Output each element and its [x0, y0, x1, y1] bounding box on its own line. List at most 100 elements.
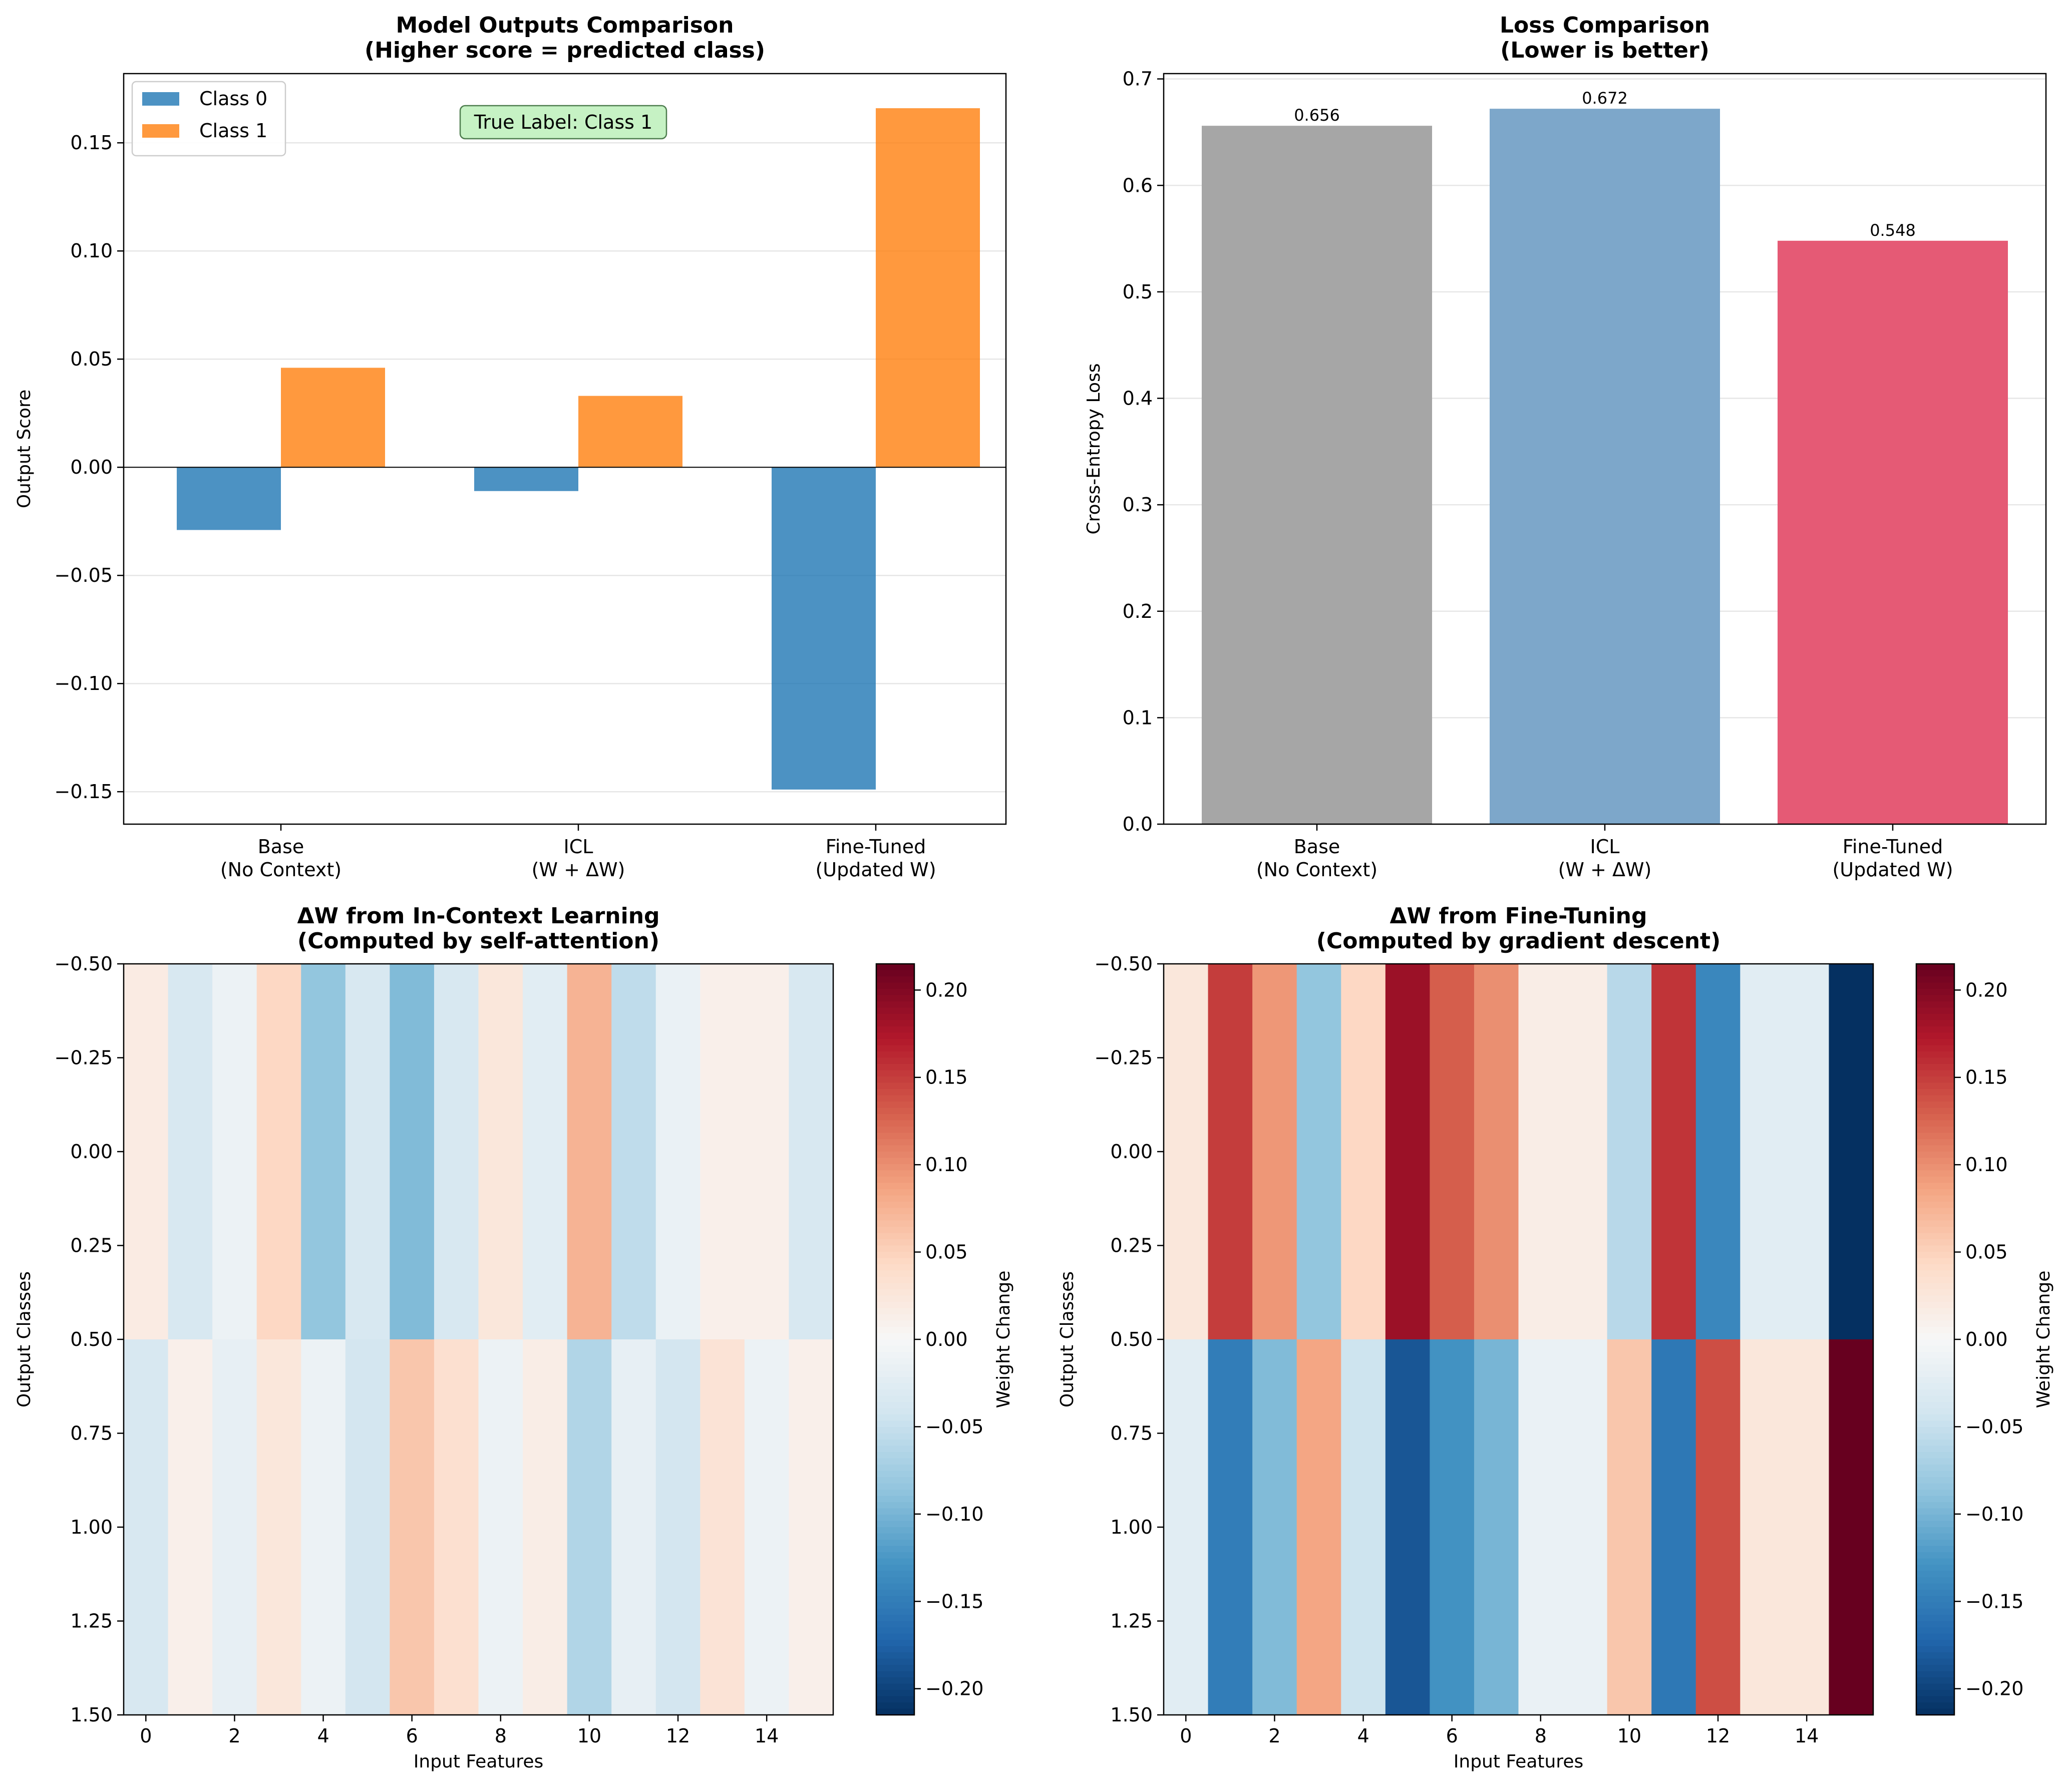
icl-heatmap-colorbar-tick-label: 0.20 — [925, 979, 968, 1001]
finetune-heatmap-ytick-label: 0.25 — [1110, 1235, 1153, 1257]
icl-heatmap-colorbar-segment — [876, 1064, 914, 1071]
icl-heatmap-colorbar-segment — [876, 1395, 914, 1402]
finetune-heatmap-ytick-label: 1.00 — [1110, 1516, 1153, 1538]
icl-heatmap-colorbar-segment — [876, 1552, 914, 1559]
icl-heatmap-ytick-label: 0.00 — [70, 1141, 113, 1163]
icl-heatmap-colorbar-segment — [876, 1277, 914, 1284]
finetune-heatmap-colorbar-segment — [1916, 1402, 1954, 1409]
icl-heatmap-colorbar-segment — [876, 995, 914, 1002]
icl-heatmap-cell — [700, 1339, 745, 1715]
finetune-heatmap-colorbar-segment — [1916, 1552, 1954, 1559]
loss-ytick-label: 0.7 — [1123, 68, 1153, 90]
icl-heatmap-colorbar-segment — [876, 1615, 914, 1622]
finetune-heatmap-colorbar-segment — [1916, 1252, 1954, 1259]
icl-heatmap-xtick-label: 10 — [577, 1725, 601, 1747]
finetune-heatmap-cell — [1430, 1339, 1475, 1715]
icl-heatmap-colorbar-segment — [876, 1007, 914, 1014]
icl-heatmap-colorbar-segment — [876, 1477, 914, 1484]
icl-heatmap-cell — [611, 964, 656, 1340]
icl-heatmap-cell — [124, 964, 169, 1340]
icl-heatmap-cell — [168, 1339, 213, 1715]
icl-heatmap-colorbar-segment — [876, 1108, 914, 1115]
icl-heatmap-colorbar-segment — [876, 989, 914, 996]
finetune-heatmap-colorbar-segment — [1916, 1308, 1954, 1315]
icl-heatmap-colorbar-segment — [876, 1420, 914, 1427]
finetune-heatmap-xtick-label: 12 — [1706, 1725, 1730, 1747]
icl-heatmap-ytick-label: 0.50 — [70, 1328, 113, 1350]
icl-heatmap-cell — [212, 1339, 257, 1715]
finetune-heatmap-colorbar-segment — [1916, 1615, 1954, 1622]
finetune-heatmap-colorbar-segment — [1916, 1533, 1954, 1540]
finetune-heatmap-colorbar-segment — [1916, 1095, 1954, 1102]
icl-heatmap-colorbar-segment — [876, 1370, 914, 1377]
outputs-bar-class-0 — [177, 467, 281, 530]
finetune-heatmap-cell — [1430, 964, 1475, 1340]
finetune-heatmap-colorbar-segment — [1916, 1057, 1954, 1064]
finetune-heatmap-colorbar-segment — [1916, 1183, 1954, 1190]
icl-heatmap-title-line2: (Computed by self-attention) — [297, 928, 659, 954]
finetune-heatmap-ytick-label: 0.50 — [1110, 1328, 1153, 1350]
icl-heatmap-colorbar-segment — [876, 1014, 914, 1021]
outputs-title-line2: (Higher score = predicted class) — [365, 38, 765, 63]
finetune-heatmap-colorbar-segment — [1916, 1414, 1954, 1421]
finetune-heatmap-colorbar-segment — [1916, 1202, 1954, 1209]
icl-heatmap-colorbar-segment — [876, 1677, 914, 1684]
icl-heatmap-colorbar-segment — [876, 1233, 914, 1240]
icl-heatmap-colorbar-segment — [876, 1546, 914, 1553]
finetune-heatmap-cell — [1829, 1339, 1874, 1715]
finetune-heatmap-colorbar-segment — [1916, 1358, 1954, 1365]
finetune-heatmap-ytick-label: 0.75 — [1110, 1422, 1153, 1445]
icl-heatmap-ytick-label: 1.00 — [70, 1516, 113, 1538]
finetune-heatmap-colorbar-segment — [1916, 1220, 1954, 1227]
finetune-heatmap-cell — [1740, 1339, 1785, 1715]
loss-ytick-label: 0.5 — [1123, 281, 1153, 303]
icl-heatmap-colorbar-tick-label: −0.05 — [925, 1415, 983, 1438]
finetune-heatmap-colorbar-segment — [1916, 1677, 1954, 1684]
icl-heatmap-colorbar-segment — [876, 1352, 914, 1359]
finetune-heatmap-colorbar-segment — [1916, 1502, 1954, 1509]
finetune-heatmap-ytick-label: −0.25 — [1095, 1047, 1153, 1069]
finetune-heatmap-colorbar-segment — [1916, 1114, 1954, 1121]
finetune-heatmap-cell — [1164, 1339, 1209, 1715]
outputs-bar-class-1 — [281, 368, 385, 468]
icl-heatmap-ytick-label: −0.25 — [55, 1047, 113, 1069]
icl-heatmap-colorbar-segment — [876, 1077, 914, 1084]
finetune-heatmap-cell — [1518, 964, 1563, 1340]
finetune-heatmap-cell — [1651, 1339, 1696, 1715]
finetune-heatmap-title-line2: (Computed by gradient descent) — [1316, 928, 1720, 954]
finetune-heatmap-colorbar-segment — [1916, 1577, 1954, 1584]
icl-heatmap-colorbar-segment — [876, 1045, 914, 1052]
icl-heatmap-colorbar-segment — [876, 1490, 914, 1497]
finetune-heatmap-colorbar-segment — [1916, 1139, 1954, 1146]
loss-ytick-label: 0.1 — [1123, 706, 1153, 729]
icl-heatmap-colorbar-segment — [876, 1696, 914, 1703]
finetune-heatmap-cell — [1563, 964, 1608, 1340]
icl-heatmap-colorbar-segment — [876, 1239, 914, 1246]
finetune-heatmap-xtick-label: 14 — [1795, 1725, 1819, 1747]
icl-heatmap-colorbar-segment — [876, 1627, 914, 1634]
icl-heatmap-colorbar-segment — [876, 1308, 914, 1315]
finetune-heatmap-colorbar-segment — [1916, 1440, 1954, 1447]
icl-heatmap-colorbar-segment — [876, 1127, 914, 1134]
finetune-heatmap-colorbar-segment — [1916, 1077, 1954, 1084]
finetune-heatmap-colorbar-segment — [1916, 1458, 1954, 1465]
outputs-xtick-label: (W + ΔW) — [532, 859, 625, 881]
finetune-heatmap-colorbar-segment — [1916, 982, 1954, 989]
icl-heatmap-colorbar-segment — [876, 1521, 914, 1528]
icl-heatmap-colorbar-segment — [876, 1558, 914, 1565]
icl-heatmap-colorbar-tick-label: −0.10 — [925, 1503, 983, 1525]
outputs-legend-swatch — [142, 124, 179, 138]
finetune-heatmap-colorbar-segment — [1916, 1145, 1954, 1152]
finetune-heatmap-cell — [1518, 1339, 1563, 1715]
finetune-heatmap-colorbar-segment — [1916, 1690, 1954, 1697]
finetune-heatmap-cell — [1829, 964, 1874, 1340]
icl-heatmap-ytick-label: −0.50 — [55, 953, 113, 975]
finetune-heatmap-colorbar-segment — [1916, 1621, 1954, 1628]
finetune-heatmap-cell — [1341, 964, 1386, 1340]
icl-heatmap-colorbar-segment — [876, 1264, 914, 1271]
finetune-heatmap-colorbar-segment — [1916, 964, 1954, 971]
icl-heatmap-cell — [212, 964, 257, 1340]
finetune-heatmap-colorbar-segment — [1916, 1064, 1954, 1071]
finetune-heatmap-colorbar-segment — [1916, 1370, 1954, 1377]
